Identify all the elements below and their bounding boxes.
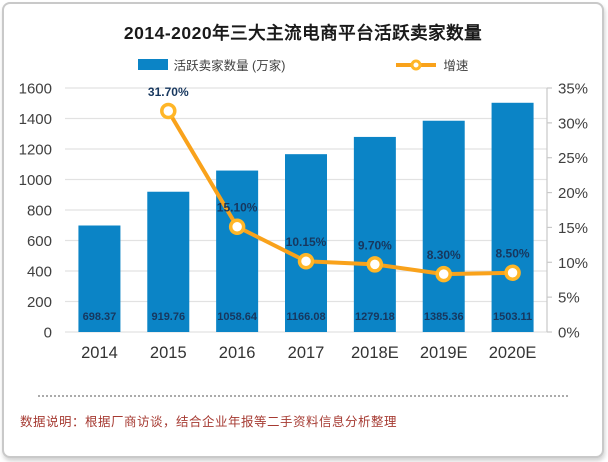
- bar-value-label: 1166.08: [286, 311, 325, 323]
- bar-2015: [147, 191, 190, 332]
- bar-value-label: 698.37: [83, 311, 117, 323]
- line-series-label: 增速: [443, 59, 469, 73]
- left-axis-tick-label: 600: [27, 233, 52, 250]
- right-axis-tick-label: 25%: [558, 150, 588, 167]
- bar-2014: [78, 225, 121, 332]
- right-axis-tick-label: 35%: [558, 81, 588, 98]
- line-value-label: 15.10%: [217, 201, 258, 215]
- line-value-label: 8.50%: [496, 247, 530, 261]
- legend-item-line-series: 增速: [395, 55, 468, 74]
- right-axis-tick-label: 10%: [558, 255, 588, 272]
- legend-item-bar-series: 活跃卖家数量 (万家): [137, 55, 286, 74]
- bar-value-label: 1503.11: [493, 311, 532, 323]
- right-axis-tick-label: 30%: [558, 115, 588, 132]
- x-axis-label: 2016: [219, 344, 256, 362]
- left-axis-tick-label: 1200: [19, 142, 52, 159]
- line-series-swatch-icon: [395, 58, 437, 72]
- left-axis-tick-label: 200: [27, 294, 52, 311]
- bar-2018E: [353, 136, 396, 332]
- left-axis-tick-label: 1400: [19, 111, 52, 128]
- left-axis-tick-label: 400: [27, 264, 52, 281]
- right-axis-tick-label: 15%: [558, 220, 588, 237]
- chart-card: 2014-2020年三大主流电商平台活跃卖家数量 活跃卖家数量 (万家) 增速 …: [2, 2, 604, 458]
- line-marker-2018E: [366, 256, 384, 273]
- bar-value-label: 1385.36: [424, 311, 464, 323]
- line-marker-2016: [228, 218, 246, 235]
- bar-2019E: [422, 120, 465, 332]
- x-axis-label: 2019E: [420, 344, 468, 362]
- bar-value-label: 919.76: [151, 311, 185, 323]
- data-source-note: 数据说明：根据厂商访谈，结合企业年报等二手资料信息分析整理: [20, 415, 398, 429]
- right-axis-tick-label: 20%: [558, 185, 588, 202]
- line-value-label: 9.70%: [358, 238, 392, 252]
- bar-2016: [216, 170, 259, 332]
- left-axis-tick-label: 1000: [19, 172, 52, 189]
- growth-line: [166, 109, 513, 277]
- x-axis-label: 2020E: [489, 344, 537, 362]
- line-marker-2020E: [504, 264, 521, 281]
- bar-series-label: 活跃卖家数量 (万家): [173, 59, 286, 73]
- line-marker-2015: [160, 102, 177, 120]
- x-axis-label: 2014: [81, 344, 118, 362]
- left-axis-tick-label: 800: [27, 203, 52, 220]
- bar-value-label: 1058.64: [217, 311, 258, 323]
- left-axis-tick-label: 1600: [19, 81, 52, 98]
- left-axis-tick-label: 0: [44, 325, 52, 342]
- bar-value-label: 1279.18: [355, 311, 395, 323]
- right-axis-tick-label: 5%: [558, 290, 580, 307]
- line-value-label: 8.30%: [427, 248, 461, 262]
- x-axis-label: 2018E: [351, 344, 399, 362]
- bar-series-swatch-icon: [137, 59, 168, 70]
- line-value-label: 10.15%: [286, 235, 327, 249]
- x-axis-label: 2015: [150, 344, 187, 362]
- chart-legend: 活跃卖家数量 (万家) 增速: [4, 55, 602, 74]
- x-axis-label: 2017: [288, 344, 325, 362]
- right-axis-tick-label: 0%: [558, 325, 580, 342]
- chart-title: 2014-2020年三大主流电商平台活跃卖家数量: [123, 23, 483, 43]
- line-value-label: 31.70%: [148, 85, 189, 99]
- line-marker-2019E: [435, 265, 452, 283]
- dotted-divider: [38, 395, 568, 397]
- bar-2017: [285, 154, 327, 332]
- bar-2020E: [491, 102, 534, 332]
- chart-area: 0 200 400 600 800 1000 1200 1400 1600 0% 5% 10% 15% 2…: [4, 76, 602, 381]
- line-marker-2017: [297, 252, 315, 270]
- combo-chart: 0 200 400 600 800 1000 1200 1400 1600 0% 5% 10% 15% 2…: [19, 81, 588, 363]
